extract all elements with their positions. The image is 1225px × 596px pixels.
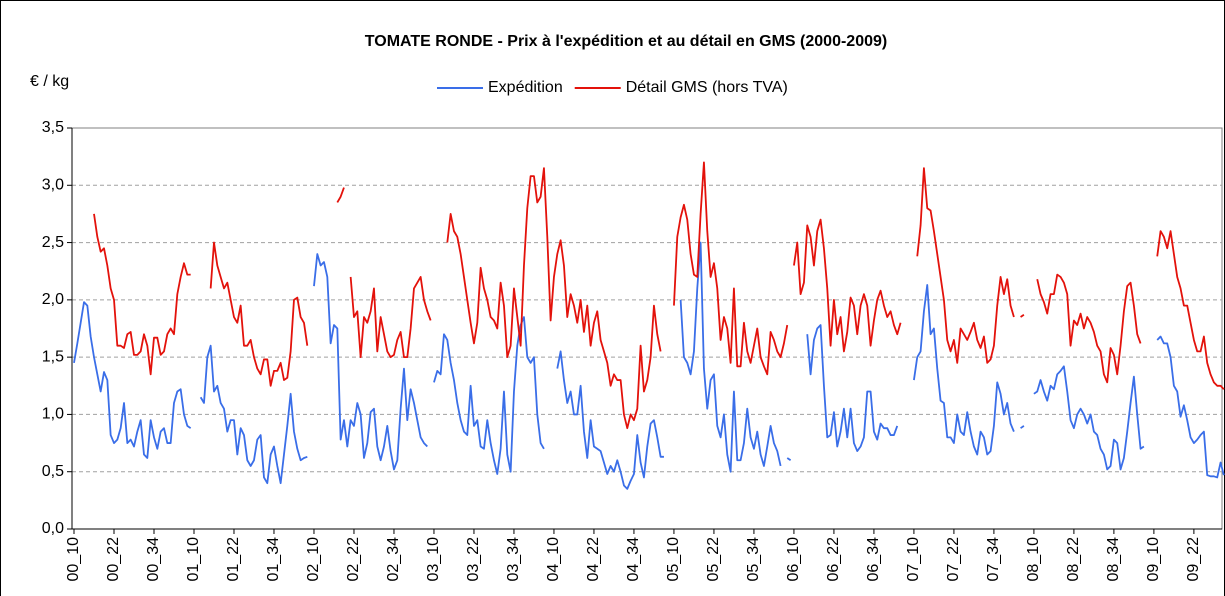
series-line [313,253,428,471]
x-tick-label: 01_10 [185,537,202,582]
chart-title: TOMATE RONDE - Prix à l'expédition et au… [365,33,887,50]
x-tick-label: 05_22 [705,537,722,582]
x-tick-label: 09_22 [1185,537,1202,582]
x-tick-label: 03_34 [505,537,522,582]
legend-label: Expédition [488,79,563,96]
series-line [1156,230,1225,390]
series-line [199,344,308,485]
series-line [913,284,1015,456]
series-line [446,167,662,430]
x-tick-label: 00_22 [105,537,122,582]
series-line [793,218,902,353]
series-line [786,457,792,462]
x-tick-label: 07_34 [985,537,1002,582]
x-tick-label: 08_34 [1105,537,1122,582]
series-line [93,213,191,376]
series-line [1020,425,1025,429]
series-line [1036,273,1142,384]
x-tick-label: 04_34 [625,537,642,582]
y-tick-label: 1,0 [42,406,64,423]
series-line [433,316,545,475]
x-tick-label: 04_10 [545,537,562,582]
series-line [1156,335,1225,479]
x-tick-label: 09_10 [1145,537,1162,582]
y-tick-label: 2,5 [42,234,64,251]
y-tick-label: 3,5 [42,119,64,136]
y-tick-label: 1,5 [42,348,64,365]
x-tick-label: 08_10 [1025,537,1042,582]
series-line [916,167,1015,364]
series-line [73,301,192,459]
y-tick-label: 3,0 [42,177,64,194]
series-line [1033,365,1145,471]
series-line [679,241,782,473]
series-line [673,161,789,376]
x-tick-label: 06_34 [865,537,882,582]
y-tick-label: 0,0 [42,520,64,537]
x-tick-label: 01_22 [225,537,242,582]
x-tick-label: 03_10 [425,537,442,582]
x-tick-label: 07_10 [905,537,922,582]
series-line [556,350,664,490]
x-tick-label: 00_10 [65,537,82,582]
series-line [209,241,309,387]
x-tick-label: 02_22 [345,537,362,582]
x-tick-label: 01_34 [265,537,282,582]
x-tick-label: 02_10 [305,537,322,582]
series-line [349,276,432,359]
x-tick-label: 03_22 [465,537,482,582]
x-tick-label: 06_10 [785,537,802,582]
legend-label: Détail GMS (hors TVA) [626,79,788,96]
y-tick-label: 2,0 [42,291,64,308]
plot-area [71,127,1223,530]
x-tick-label: 00_34 [145,537,162,582]
y-tick-label: 0,5 [42,463,64,480]
x-tick-label: 07_22 [945,537,962,582]
x-tick-label: 02_34 [385,537,402,582]
y-axis-label: € / kg [30,73,69,90]
x-tick-label: 04_22 [585,537,602,582]
series-line [806,324,899,452]
x-tick-label: 05_10 [665,537,682,582]
x-tick-label: 06_22 [825,537,842,582]
series-line [336,187,345,203]
series-line [1020,314,1025,318]
x-tick-label: 05_34 [745,537,762,582]
x-tick-label: 08_22 [1065,537,1082,582]
